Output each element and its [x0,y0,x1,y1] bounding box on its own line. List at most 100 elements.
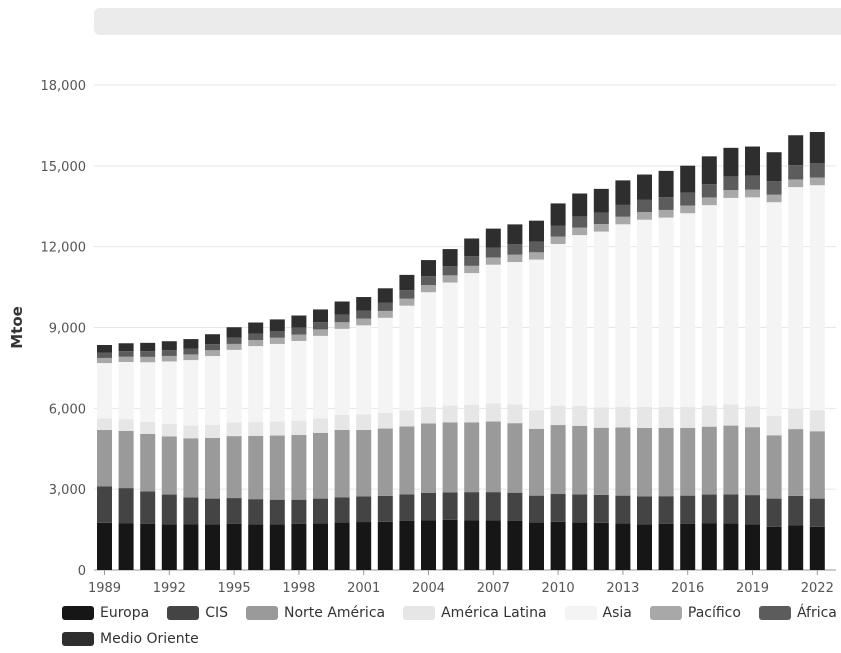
bar-segment [118,356,134,362]
x-tick-label: 2004 [412,581,445,596]
bar-segment [766,181,782,195]
bar-segment [313,322,328,330]
bar-segment [572,425,588,495]
legend-swatch [246,606,278,620]
legend-item[interactable]: Europa [62,604,149,622]
bar-segment [161,436,177,495]
bar-segment [183,339,199,349]
bar-segment [313,523,328,570]
bar-segment [442,275,458,283]
bar-segment [205,334,220,345]
bar-segment [680,428,696,496]
legend-label: Asia [602,605,632,621]
x-tick-label: 1998 [282,581,315,596]
bar-segment [637,174,652,200]
bar-segment [766,526,782,570]
legend: Europa CIS Norte América América Latina Asia… [62,604,841,648]
bar-segment [161,423,177,437]
bar-segment [723,190,739,198]
bar-segment [572,193,588,217]
bar-segment [161,355,177,362]
bar-segment [745,189,760,198]
bar-segment [529,241,544,253]
bar-segment [464,273,480,405]
bar-segment [745,406,760,428]
legend-item[interactable]: Pacífico [649,604,741,622]
bar-segment [637,496,652,525]
bar-stack-1991 [140,342,156,570]
bar-stack-1990 [118,343,134,570]
bar-segment [550,203,566,226]
bar-segment [529,252,544,260]
bar-segment [572,522,588,570]
bar-segment [658,406,674,429]
bar-stack-2009 [529,220,544,570]
bar-stack-1998 [291,315,307,570]
bar-segment [183,360,199,426]
bar-segment [788,429,804,496]
bar-segment [377,495,393,522]
bar-segment [248,422,264,436]
bar-segment [701,184,717,198]
bar-segment [291,420,307,436]
legend-item[interactable]: América Latina [403,604,547,622]
bar-segment [637,428,652,497]
legend-item[interactable]: Asia [564,604,632,622]
bar-segment [377,288,393,303]
bar-segment [745,427,760,496]
bar-segment [334,328,350,415]
bar-segment [745,197,760,407]
bar-stack-1995 [226,327,242,570]
x-tick-label: 2001 [347,581,380,596]
bar-segment [313,432,328,499]
legend-item[interactable]: Norte América [246,604,385,622]
bar-segment [809,498,825,527]
bar-segment [248,499,264,525]
y-axis-label: Mtoe [8,306,26,349]
bar-segment [593,212,609,225]
bar-segment [356,297,372,311]
bar-segment [291,435,307,500]
bar-segment [140,362,156,422]
bar-segment [701,523,717,570]
legend-item[interactable]: CIS [167,604,228,622]
x-tick-label: 2016 [671,581,704,596]
bar-segment [485,257,501,265]
bar-stack-2000 [334,301,350,570]
bar-stack-2001 [356,297,372,570]
bar-stack-1993 [183,339,199,570]
bar-segment [788,179,804,188]
bar-segment [183,497,199,525]
legend-label: América Latina [441,605,547,621]
bar-stack-2011 [572,193,588,570]
bar-segment [161,524,177,570]
bar-segment [507,423,523,493]
bar-segment [205,344,220,351]
bar-segment [507,404,523,424]
bar-segment [118,343,134,352]
bar-segment [680,192,696,206]
bar-stack-1989 [97,345,112,570]
bar-segment [291,340,307,421]
bars [97,132,825,570]
bar-segment [788,187,804,409]
bar-segment [226,523,242,570]
legend-item[interactable]: Medio Oriente [62,630,199,648]
bar-stack-2002 [377,288,393,570]
bar-segment [593,231,609,408]
legend-swatch [167,606,200,620]
bar-segment [507,254,523,263]
bar-segment [658,170,674,198]
bar-segment [183,348,199,355]
bar-stack-2004 [421,260,436,570]
bar-segment [399,305,415,411]
legend-swatch [403,606,436,620]
legend-item[interactable]: África [758,604,837,622]
bar-segment [97,429,112,487]
bar-segment [637,199,652,213]
bar-segment [421,285,436,293]
bar-segment [766,415,782,436]
x-tick-label: 2019 [736,581,769,596]
bar-stack-2014 [637,174,652,570]
bar-segment [442,266,458,276]
